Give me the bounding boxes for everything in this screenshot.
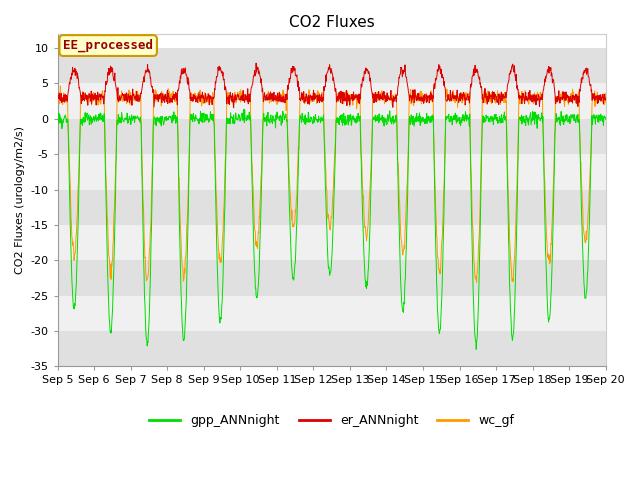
wc_gf	[56, 83, 64, 89]
er_ANNnight	[237, 93, 245, 99]
Bar	[58, 225, 605, 260]
er_ANNnight	[489, 96, 497, 102]
wc_gf	[538, 93, 545, 99]
Y-axis label: CO2 Fluxes (urology/m2/s): CO2 Fluxes (urology/m2/s)	[15, 126, 25, 274]
er_ANNnight	[417, 94, 425, 100]
wc_gf	[237, 92, 245, 98]
Line: wc_gf: wc_gf	[58, 86, 605, 282]
wc_gf	[489, 95, 497, 101]
gpp_ANNnight	[240, 107, 248, 112]
Bar	[58, 260, 605, 296]
Bar	[58, 119, 605, 154]
wc_gf	[417, 88, 425, 94]
Line: er_ANNnight: er_ANNnight	[58, 63, 605, 108]
gpp_ANNnight	[472, 347, 480, 352]
gpp_ANNnight	[417, 116, 425, 122]
gpp_ANNnight	[489, 117, 497, 123]
er_ANNnight	[230, 105, 237, 111]
Bar	[58, 190, 605, 225]
gpp_ANNnight	[602, 117, 609, 122]
gpp_ANNnight	[176, 228, 184, 234]
er_ANNnight	[54, 95, 61, 101]
er_ANNnight	[252, 60, 260, 66]
Bar	[58, 154, 605, 190]
Bar	[58, 34, 605, 48]
gpp_ANNnight	[538, 116, 545, 121]
gpp_ANNnight	[237, 117, 244, 122]
gpp_ANNnight	[163, 114, 170, 120]
wc_gf	[602, 100, 609, 106]
Bar	[58, 48, 605, 84]
Title: CO2 Fluxes: CO2 Fluxes	[289, 15, 374, 30]
Text: EE_processed: EE_processed	[63, 39, 153, 52]
Line: gpp_ANNnight: gpp_ANNnight	[58, 109, 605, 349]
wc_gf	[54, 94, 61, 100]
Legend: gpp_ANNnight, er_ANNnight, wc_gf: gpp_ANNnight, er_ANNnight, wc_gf	[144, 409, 519, 432]
Bar	[58, 331, 605, 366]
er_ANNnight	[176, 78, 184, 84]
wc_gf	[176, 210, 184, 216]
er_ANNnight	[163, 96, 170, 101]
er_ANNnight	[602, 97, 609, 103]
wc_gf	[163, 96, 170, 101]
er_ANNnight	[538, 96, 545, 102]
gpp_ANNnight	[54, 119, 61, 124]
Bar	[58, 296, 605, 331]
wc_gf	[473, 279, 481, 285]
Bar	[58, 84, 605, 119]
